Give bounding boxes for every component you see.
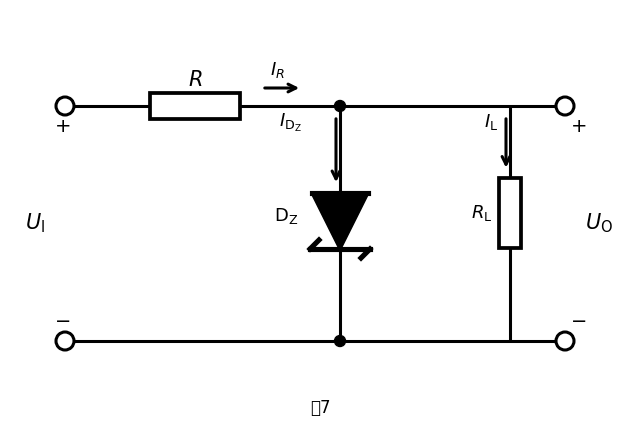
Text: 图7: 图7	[310, 399, 330, 417]
Bar	[150, 93, 240, 119]
Text: −: −	[571, 311, 587, 330]
Circle shape	[56, 97, 74, 115]
Circle shape	[556, 97, 574, 115]
Text: +: +	[571, 116, 588, 136]
Text: −: −	[55, 311, 71, 330]
Text: $I_{\mathrm{L}}$: $I_{\mathrm{L}}$	[484, 112, 498, 132]
Circle shape	[56, 332, 74, 350]
Circle shape	[335, 101, 346, 112]
Text: $I_R$: $I_R$	[270, 60, 285, 80]
Text: $I_{\mathrm{D_Z}}$: $I_{\mathrm{D_Z}}$	[279, 112, 302, 134]
Polygon shape	[312, 193, 368, 249]
Text: $U_{\mathrm{I}}$: $U_{\mathrm{I}}$	[25, 212, 45, 235]
Text: $U_{\mathrm{O}}$: $U_{\mathrm{O}}$	[585, 212, 613, 235]
Text: $R_{\mathrm{L}}$: $R_{\mathrm{L}}$	[470, 204, 492, 224]
Text: $\mathrm{D_Z}$: $\mathrm{D_Z}$	[274, 206, 298, 226]
Text: $R$: $R$	[188, 70, 202, 90]
Circle shape	[556, 332, 574, 350]
Text: +: +	[55, 116, 71, 136]
Circle shape	[335, 335, 346, 347]
Bar	[499, 178, 521, 249]
